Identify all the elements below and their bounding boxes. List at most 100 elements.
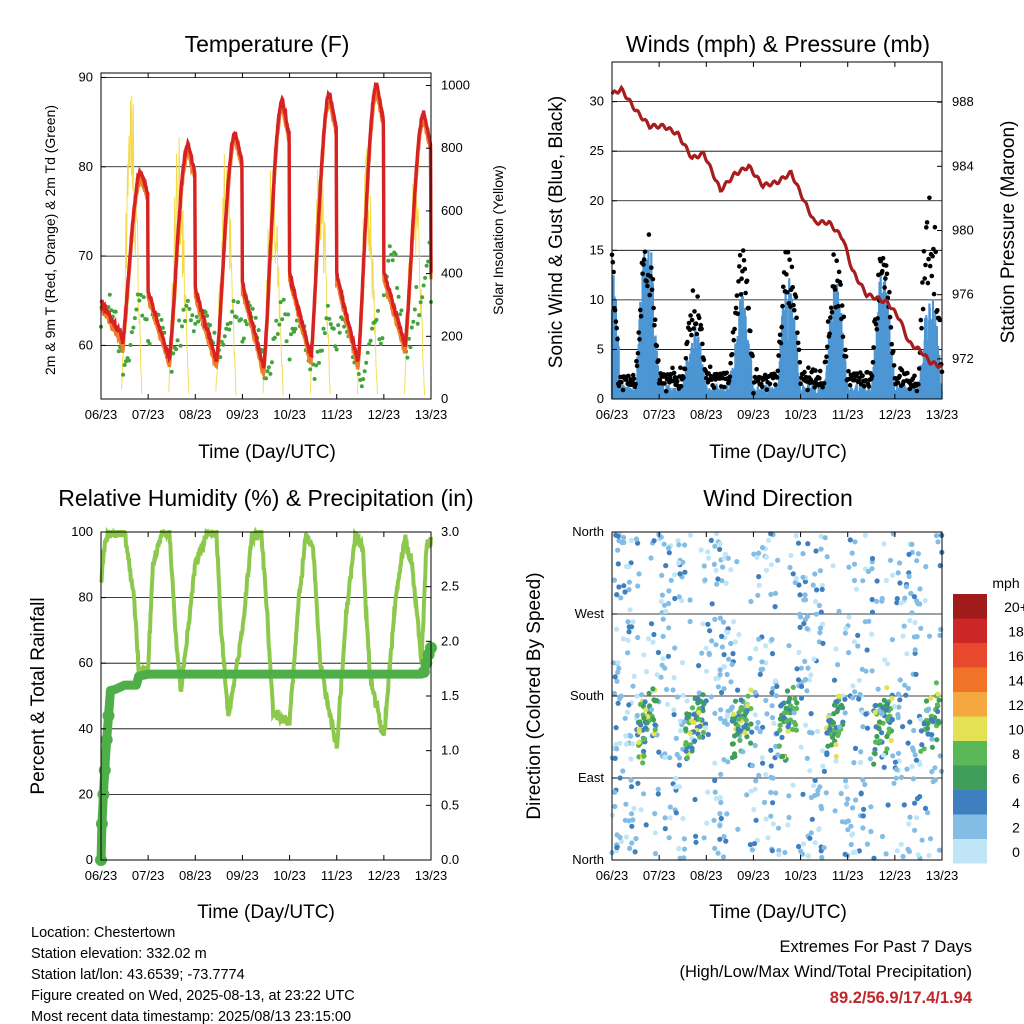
dewpoint-point — [399, 308, 404, 313]
dewpoint-point — [193, 321, 198, 326]
dewpoint-point — [212, 330, 217, 335]
direction-point — [936, 847, 943, 853]
gust-point — [764, 387, 770, 393]
direction-point — [909, 745, 916, 751]
direction-point — [643, 707, 649, 713]
gust-point — [870, 360, 876, 365]
gust-point — [817, 368, 823, 374]
direction-point — [696, 710, 702, 716]
direction-point — [618, 693, 624, 699]
speed-legend-swatch — [953, 741, 987, 766]
direction-point — [846, 650, 852, 656]
extremes-title: Extremes For Past 7 Days — [779, 938, 972, 956]
gust-point — [649, 287, 655, 293]
direction-point — [905, 685, 911, 691]
direction-point — [700, 692, 706, 698]
direction-point — [820, 748, 826, 754]
direction-point — [676, 560, 682, 566]
direction-point — [855, 643, 861, 649]
gust-point — [671, 370, 677, 376]
dewpoint-point — [140, 313, 145, 318]
direction-point — [671, 707, 677, 713]
direction-point — [748, 788, 754, 794]
direction-point — [724, 721, 730, 727]
direction-point — [894, 848, 901, 854]
direction-point — [915, 852, 921, 858]
direction-point — [793, 575, 799, 582]
gust-point — [700, 341, 705, 347]
direction-point — [769, 848, 775, 854]
direction-point — [641, 748, 647, 754]
direction-point — [790, 782, 796, 788]
y-tick-label: 25 — [590, 143, 604, 158]
x-tick-label: 13/23 — [415, 407, 448, 422]
dewpoint-point — [370, 326, 375, 331]
gust-point — [773, 382, 778, 387]
gust-point — [795, 340, 801, 346]
direction-point — [888, 737, 894, 744]
direction-point — [635, 540, 641, 546]
direction-point — [816, 827, 822, 833]
direction-point — [706, 650, 712, 657]
direction-point — [892, 759, 899, 765]
x-tick-label: 11/23 — [832, 407, 864, 422]
direction-point — [724, 811, 730, 817]
direction-point — [751, 841, 758, 847]
direction-point — [821, 768, 828, 775]
direction-point — [833, 742, 839, 748]
dewpoint-point — [395, 286, 400, 290]
direction-point — [761, 799, 768, 806]
direction-point — [687, 618, 693, 625]
direction-point — [802, 658, 808, 665]
gust-point — [785, 249, 791, 255]
direction-point — [651, 538, 657, 544]
direction-point — [799, 683, 805, 690]
direction-point — [818, 609, 824, 615]
direction-point — [712, 777, 718, 784]
direction-point — [652, 830, 658, 836]
direction-point — [707, 628, 713, 634]
gust-point — [914, 388, 920, 394]
direction-axes: 06/23 07/23 08/23 09/23 10/23 11/23 12/23 13/23… — [570, 524, 958, 883]
direction-point — [684, 698, 690, 704]
direction-point — [790, 684, 796, 690]
gust-point — [789, 264, 795, 270]
direction-point — [626, 579, 633, 585]
x-tick-label: 06/23 — [85, 407, 118, 422]
humidity-panel: Relative Humidity (%) & Precipitation (i… — [28, 485, 474, 923]
dewpoint-point — [390, 258, 395, 263]
precip-point — [95, 817, 108, 830]
speed-legend-label: 6 — [1012, 771, 1020, 787]
direction-point — [724, 714, 730, 720]
direction-point — [708, 694, 714, 700]
dewpoint-point — [137, 298, 142, 303]
direction-point — [639, 692, 645, 698]
y-tick-label: 90 — [79, 69, 93, 84]
dewpoint-point — [289, 332, 293, 337]
dewpoint-point — [107, 292, 112, 297]
humidity-axes: 06/23 07/23 08/23 09/23 10/23 11/23 12/23 13/23… — [71, 524, 459, 883]
gust-point — [759, 384, 765, 390]
gust-point — [619, 380, 624, 385]
direction-point — [852, 745, 859, 752]
direction-point — [662, 754, 668, 760]
humidity-title: Relative Humidity (%) & Precipitation (i… — [58, 485, 473, 511]
direction-point — [923, 564, 929, 570]
direction-point — [745, 693, 751, 699]
direction-point — [660, 616, 666, 622]
direction-point — [777, 727, 783, 733]
direction-point — [717, 811, 723, 817]
direction-point — [838, 702, 845, 708]
direction-point — [734, 559, 740, 565]
direction-point — [633, 836, 639, 842]
direction-point — [851, 639, 858, 645]
direction-point — [808, 794, 815, 801]
direction-point — [738, 705, 744, 711]
gust-point — [924, 225, 929, 230]
gust-point — [699, 326, 704, 332]
location-text: Location: Chestertown — [31, 925, 175, 941]
direction-point — [708, 537, 714, 544]
gust-point — [724, 370, 729, 376]
y-tick-label: 0 — [86, 852, 93, 867]
direction-point — [863, 668, 869, 674]
